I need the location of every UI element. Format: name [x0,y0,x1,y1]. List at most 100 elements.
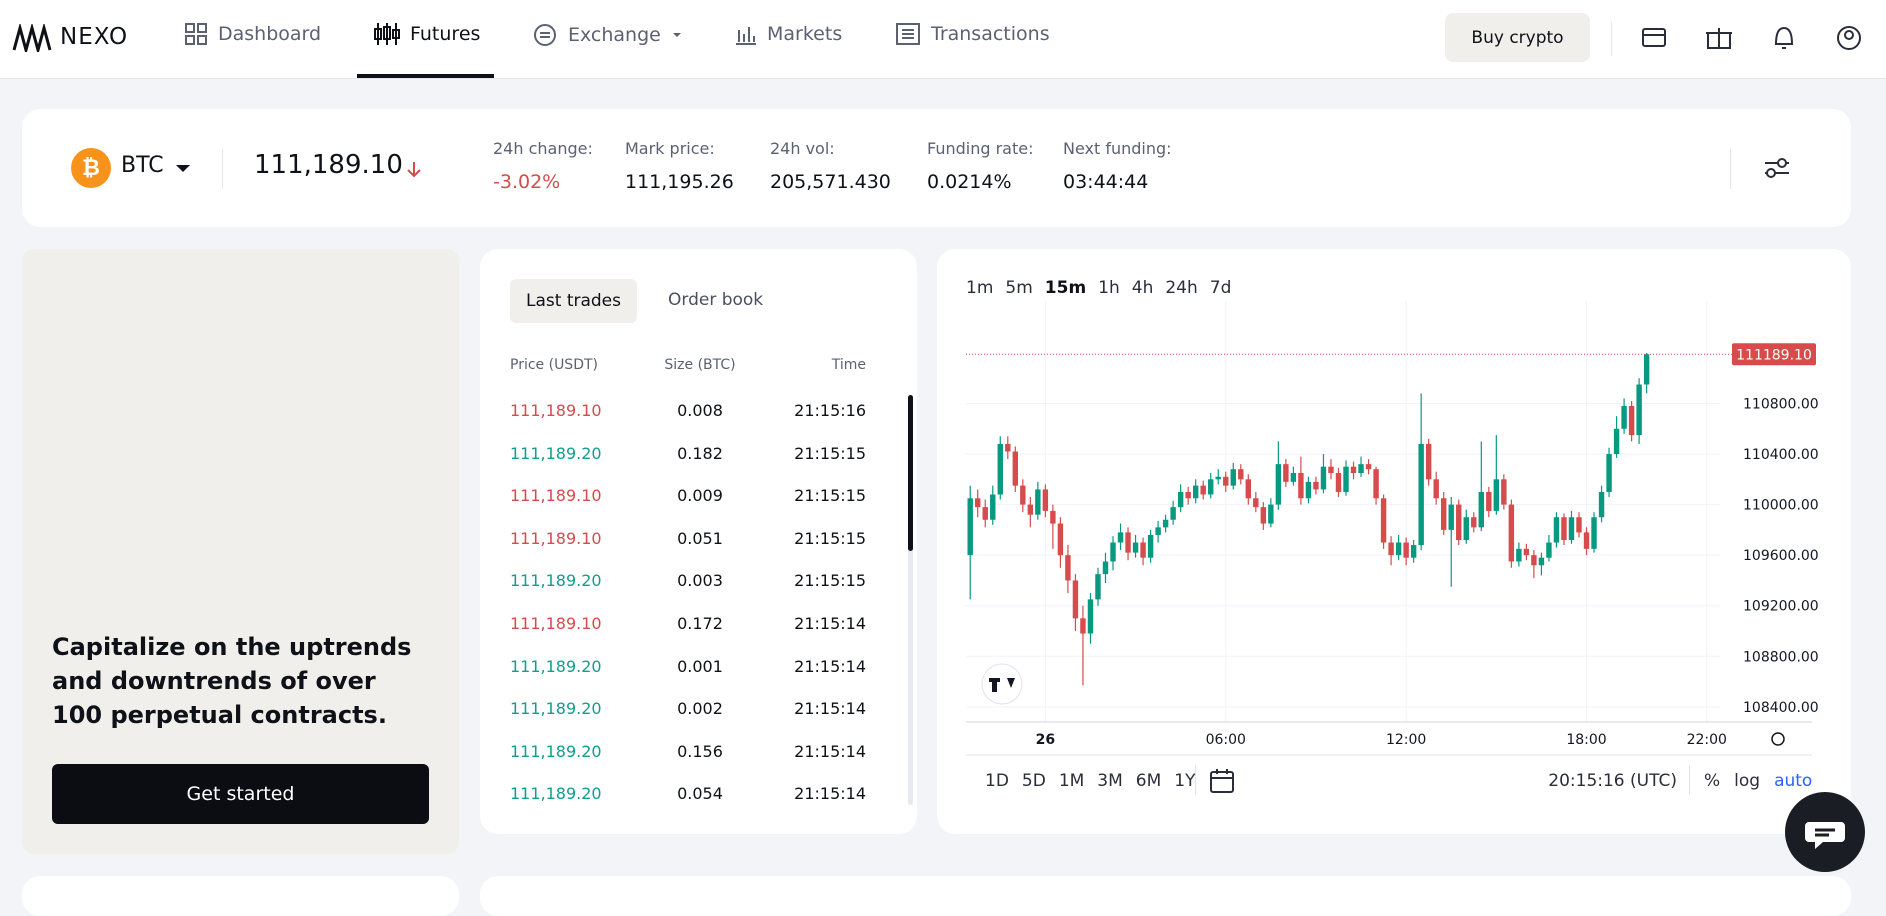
trade-size: 0.008 [677,401,723,420]
candle-body [1328,466,1334,473]
range-button[interactable]: 1M [1058,771,1085,791]
trade-size: 0.001 [677,656,723,676]
candle-body [1493,479,1500,511]
candle-body [1057,523,1064,556]
nav-item[interactable]: Dashboard [184,22,321,46]
tab[interactable]: Order book [668,290,764,310]
stat-value: 111,195.26 [625,171,734,193]
trade-time: 21:15:15 [794,443,866,463]
trade-price: 111,189.10 [510,614,602,633]
trade-size: 0.182 [677,443,723,463]
candle-body [1283,464,1289,482]
nav-label: Exchange [568,24,661,46]
divider [1611,22,1612,56]
range-button[interactable]: 5D [1021,771,1046,791]
candle-body [1200,485,1206,495]
chart-card: 1m 5m 15m 1h 4h 24h 7d 108400.00 108800.00 10920… [937,249,1851,834]
trade-price: 111,189.10 [510,486,602,506]
trade-time: 21:15:15 [794,528,866,548]
scale-option: % [1704,771,1721,791]
trade-price: 111,189.20 [510,741,602,761]
candle-body [967,498,973,556]
candle-body [1050,510,1056,524]
candle-body [1343,466,1349,492]
tab[interactable]: Last trades [510,279,637,323]
stat-value: -3.02% [493,171,561,193]
top-nav: NEXO Dashboard Futures Exchange Markets … [0,0,1886,79]
active-underline [357,74,494,78]
trade-time: 21:15:14 [794,656,866,676]
scroll-thumb[interactable] [908,395,913,551]
stat-label: Mark price: [625,139,715,158]
trade-size: 0.051 [677,528,723,548]
candle-body [1501,479,1507,505]
candle-body [1012,451,1019,486]
y-tick-label: 110400.00 [1743,447,1819,463]
candle-body [1110,542,1116,562]
caret [176,165,190,172]
candle-body [1576,517,1582,533]
candle-body [1598,491,1605,518]
candle-body [1305,481,1312,499]
candle-body [1621,406,1627,429]
candle-body [1441,498,1447,530]
y-tick-label: 108800.00 [1743,649,1819,665]
candle-body [1208,479,1214,495]
last-price-label: 111189.10 [1736,347,1812,363]
stat-label: 24h vol: [770,139,835,158]
get-started-button[interactable]: Get started [52,764,429,824]
column-header: Time [831,357,866,373]
x-tick-label: 12:00 [1386,732,1426,748]
nav-item[interactable]: Markets [733,22,842,46]
range-button[interactable]: 1Y [1174,771,1196,791]
trades-card: Last trades Order book Price (USDT) Size… [480,249,917,834]
interval-button[interactable]: 5m [1005,278,1033,298]
candle-body [1260,507,1267,524]
trade-price: 111,189.20 [510,784,602,804]
trade-price: 111,189.20 [510,443,602,463]
interval-button[interactable]: 7d [1209,278,1232,298]
nav-item[interactable]: Transactions [895,22,1050,46]
candle-body [1132,542,1139,553]
settings-icon[interactable] [1763,156,1791,180]
candle-body [1102,561,1109,575]
candle-body [1606,454,1612,492]
interval-button[interactable]: 4h [1131,278,1154,298]
candle-body [1433,479,1439,499]
nav-label: Markets [767,23,843,45]
candle-body [1463,517,1469,540]
chat-button[interactable] [1785,792,1865,872]
interval-button[interactable]: 24h [1165,278,1198,298]
candle-body [1080,618,1086,634]
range-button[interactable]: 6M [1135,771,1162,791]
range-button[interactable]: 1D [985,771,1009,791]
candle-body [1636,384,1642,436]
stat-label: Next funding: [1063,139,1172,158]
candle-body [1020,485,1026,505]
trade-size: 0.156 [677,741,723,761]
candle-body [1538,557,1545,566]
nav-item[interactable]: Exchange [532,22,683,48]
down-arrow [407,162,421,178]
calendar-icon[interactable] [1208,767,1236,795]
interval-button[interactable]: 1h [1098,278,1120,298]
candle-body [1140,542,1146,558]
nav-item[interactable]: Futures [374,22,480,46]
candle-body [1425,443,1432,480]
divider [1730,149,1731,189]
scale-option: log [1734,771,1761,791]
nav-label: Transactions [931,23,1050,45]
trade-time: 21:15:14 [794,614,866,633]
range-button[interactable]: 3M [1097,771,1123,791]
interval-button[interactable]: 1m [966,278,994,298]
symbol[interactable]: BTC [121,153,164,178]
promo-card: Capitalize on the uptrends and downtrend… [22,249,459,854]
candle-body [1095,574,1101,600]
buy-crypto-button[interactable]: Buy crypto [1445,13,1590,62]
interval-button[interactable]: 15m [1044,278,1087,298]
price-chart: 108400.00 108800.00 109200.00 109600.00 1100… [966,301,1819,756]
trade-time: 21:15:15 [794,486,866,506]
candle-body [1553,517,1560,543]
candle-body [1643,354,1650,385]
